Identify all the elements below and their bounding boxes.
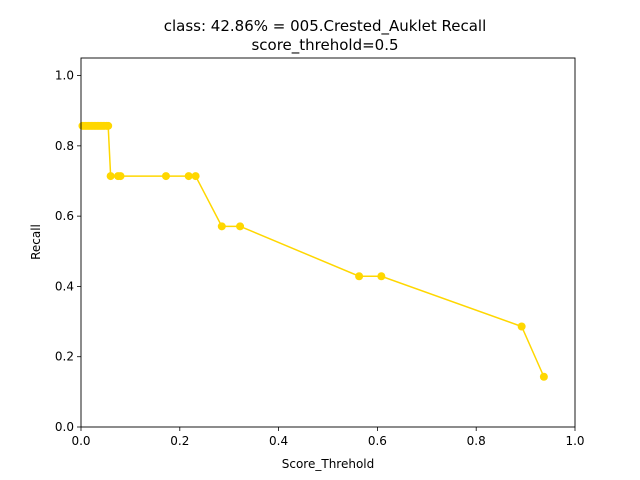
plot-frame (80, 57, 576, 428)
plot-area (81, 58, 575, 427)
y-axis-ticks: 0.0 0.2 0.4 0.6 0.8 1.0 (55, 69, 81, 434)
y-axis-label: Recall (29, 224, 43, 260)
data-point (184, 172, 193, 181)
y-tick-label: 0.8 (55, 139, 74, 153)
data-point (161, 172, 170, 181)
data-point (191, 172, 200, 181)
y-tick-label: 0.0 (55, 420, 74, 434)
data-point (517, 322, 526, 331)
x-tick-label: 0.2 (170, 434, 189, 448)
x-tick-label: 0.8 (467, 434, 486, 448)
data-point (377, 272, 386, 281)
data-point (355, 272, 364, 281)
y-tick-label: 0.2 (55, 350, 74, 364)
data-point (116, 172, 125, 181)
chart-title: class: 42.86% = 005.Crested_Auklet Recal… (164, 17, 487, 36)
data-point (106, 172, 115, 181)
series-layer (78, 121, 548, 381)
x-tick-label: 0.0 (71, 434, 90, 448)
x-axis-label: Score_Threhold (282, 457, 375, 471)
data-point (236, 222, 245, 231)
x-tick-label: 0.6 (368, 434, 387, 448)
x-tick-label: 1.0 (565, 434, 584, 448)
x-tick-label: 0.4 (269, 434, 288, 448)
x-axis-ticks: 0.0 0.2 0.4 0.6 0.8 1.0 (71, 427, 585, 448)
data-point (217, 222, 226, 231)
y-tick-label: 1.0 (55, 69, 74, 83)
y-tick-label: 0.6 (55, 209, 74, 223)
chart-subtitle: score_threhold=0.5 (251, 36, 398, 55)
data-point (104, 121, 113, 130)
data-point (539, 372, 548, 381)
y-tick-label: 0.4 (55, 279, 74, 293)
